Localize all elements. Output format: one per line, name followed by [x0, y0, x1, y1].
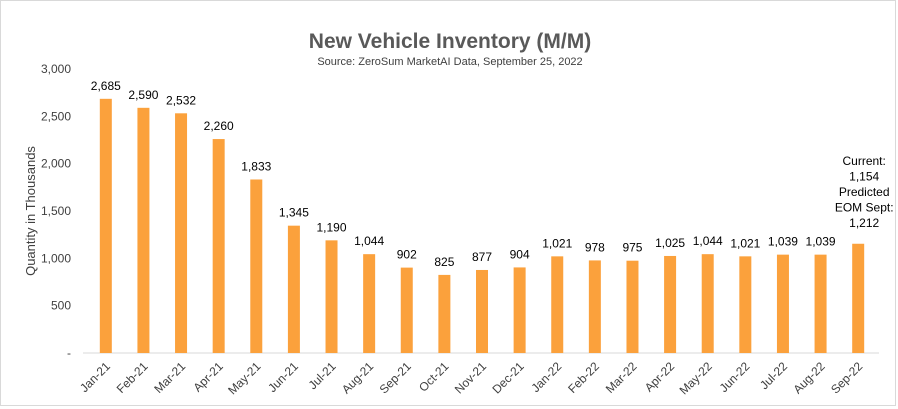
bar [701, 254, 714, 353]
data-label: 1,025 [655, 236, 685, 250]
x-tick-label: Feb-21 [114, 359, 151, 396]
bars [99, 98, 865, 354]
bar [588, 260, 601, 353]
bar [739, 256, 752, 353]
chart-title: New Vehicle Inventory (M/M) [309, 30, 591, 53]
bar [814, 254, 827, 353]
data-label: 2,685 [91, 79, 121, 93]
x-tick-label: Feb-22 [565, 359, 602, 396]
bar [175, 113, 188, 353]
data-label: 825 [434, 255, 454, 269]
data-label: 1,044 [693, 234, 723, 248]
x-ticks: Jan-21 Feb-21 Mar-21 Apr-21 May-21 Jun-21 Jul-… [77, 359, 865, 397]
bar [250, 179, 263, 353]
data-label: 1,833 [241, 159, 271, 173]
annotation-line: Current: [843, 154, 886, 168]
bar [664, 255, 677, 353]
bar [776, 254, 789, 353]
bar [212, 139, 225, 353]
x-tick-label: Jan-21 [77, 359, 113, 395]
x-tick-label: Mar-22 [603, 359, 640, 396]
y-tick-label: 2,000 [41, 157, 71, 171]
data-label: 1,345 [279, 206, 309, 220]
data-label: 978 [585, 240, 605, 254]
x-tick-label: Jul-21 [306, 359, 339, 392]
y-tick-label: 500 [51, 299, 71, 313]
x-tick-label: Jan-22 [529, 359, 565, 395]
x-tick-label: Sep-21 [377, 359, 414, 396]
bar [852, 243, 865, 353]
x-tick-label: May-22 [677, 359, 715, 397]
data-label: 1,039 [806, 235, 836, 249]
y-axis-label: Quantity in Thousands [23, 146, 38, 276]
x-tick-label: Nov-21 [452, 359, 489, 396]
x-tick-label: Jun-22 [717, 359, 753, 395]
x-tick-label: Sep-22 [828, 359, 865, 396]
data-label: 2,260 [204, 119, 234, 133]
data-label: 877 [472, 250, 492, 264]
x-tick-label: Oct-21 [416, 359, 452, 395]
annotation-line: Predicted [839, 185, 890, 199]
y-ticks: - 500 1,000 1,500 2,000 2,500 3,000 [41, 62, 71, 360]
x-tick-label: Mar-21 [151, 359, 188, 396]
annotation-line: 1,212 [849, 216, 879, 230]
data-label: 975 [622, 241, 642, 255]
bar [363, 254, 376, 353]
y-tick-label: 2,500 [41, 109, 71, 123]
data-labels: 2,685 2,590 2,532 2,260 1,833 1,345 1,190 1,044… [91, 79, 836, 269]
data-label: 1,190 [317, 220, 347, 234]
bar [99, 98, 112, 353]
bar [551, 256, 564, 353]
bar [137, 107, 150, 354]
x-tick-label: Jun-21 [265, 359, 301, 395]
data-label: 904 [510, 247, 530, 261]
data-label: 1,044 [354, 234, 384, 248]
bar [325, 240, 338, 353]
data-label: 2,590 [128, 88, 158, 102]
x-tick-label: Dec-21 [489, 359, 526, 396]
x-tick-label: Apr-22 [642, 359, 678, 395]
data-label: 1,021 [542, 236, 572, 250]
y-tick-label: 1,500 [41, 204, 71, 218]
bar [287, 225, 300, 353]
data-label: 1,039 [768, 235, 798, 249]
chart-subtitle: Source: ZeroSum MarketAI Data, September… [317, 56, 582, 68]
bar [400, 267, 413, 353]
bar [513, 267, 526, 353]
y-tick-label: 1,000 [41, 251, 71, 265]
y-tick-label: - [67, 346, 71, 360]
bar [626, 260, 639, 353]
data-label: 1,021 [730, 236, 760, 250]
annotation-line: 1,154 [849, 170, 879, 184]
data-label: 902 [397, 248, 417, 262]
bar [438, 274, 451, 353]
x-tick-label: Apr-21 [190, 359, 226, 395]
bar [476, 269, 488, 353]
data-label: 2,532 [166, 93, 196, 107]
x-tick-label: Jul-22 [757, 359, 790, 392]
y-tick-label: 3,000 [41, 62, 71, 76]
x-tick-label: May-21 [225, 359, 263, 397]
x-tick-label: Aug-22 [790, 359, 827, 396]
x-tick-label: Aug-21 [339, 359, 376, 396]
annotation-line: EOM Sept: [835, 201, 894, 215]
